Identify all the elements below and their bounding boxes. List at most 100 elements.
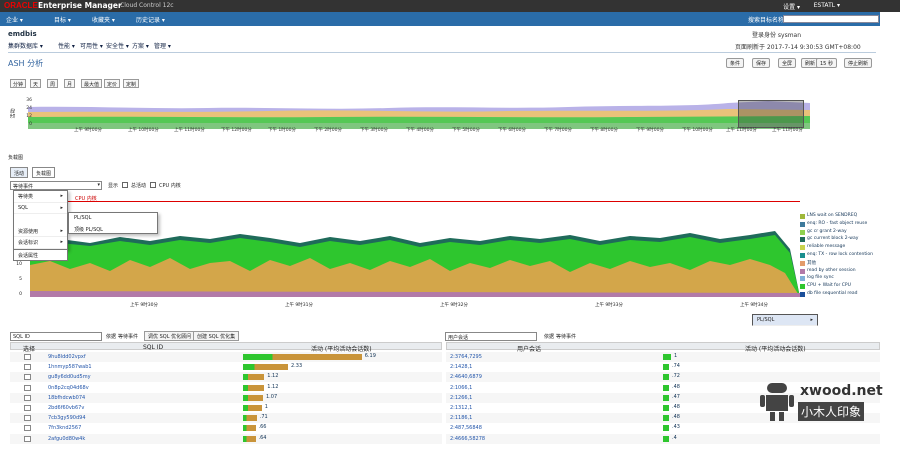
- total-activity-checkbox[interactable]: [122, 182, 128, 188]
- row-checkbox[interactable]: [24, 405, 31, 411]
- legend-item: enq: RO - fast object reuse: [800, 221, 900, 229]
- row-checkbox[interactable]: [24, 384, 31, 391]
- chevron-right-icon: ▸: [60, 227, 63, 234]
- menu-item-resource[interactable]: 资源使用 ▸: [14, 226, 67, 237]
- menu-favorites[interactable]: 收藏夹 ▾: [92, 17, 115, 24]
- ov-xtick: 下午 2时00分: [314, 128, 343, 133]
- menu-security[interactable]: 安全性 ▾: [106, 43, 129, 50]
- sql-id-link[interactable]: 2bd6f60vb67v: [48, 405, 85, 411]
- right-dimension-select[interactable]: 用户会话: [445, 332, 537, 341]
- legend-item: db file sequential read: [800, 291, 900, 299]
- menu-schema[interactable]: 方案 ▾: [132, 43, 149, 50]
- activity-bar: [663, 415, 669, 422]
- menu-targets[interactable]: 目标 ▾: [54, 17, 71, 24]
- legend-swatch: [800, 268, 805, 274]
- menu-item-session-id[interactable]: 会话标识 ▸: [14, 237, 67, 249]
- sql-id-link[interactable]: gu8y6dd0ud5my: [48, 374, 91, 381]
- create-sts-button[interactable]: 创建 SQL 优化集: [193, 331, 240, 341]
- zoom-month[interactable]: 月: [64, 79, 76, 88]
- menu-cluster-db[interactable]: 集群数据库 ▾: [8, 43, 43, 50]
- user-session-link[interactable]: 2:1186,1: [450, 415, 473, 422]
- login-info: 登录身份 sysman: [752, 32, 802, 39]
- legend-swatch: [800, 276, 805, 282]
- search-input[interactable]: [783, 15, 879, 23]
- sql-id-link[interactable]: 0n8p2cq04d68v: [48, 384, 89, 391]
- user-session-link[interactable]: 2:1428,1: [450, 364, 473, 371]
- user-session-link[interactable]: 2:1066,1: [450, 384, 473, 391]
- tune-sql-button[interactable]: 调优 SQL 优化顾问: [144, 331, 196, 341]
- user-session-link[interactable]: 2:487,56848: [450, 425, 482, 432]
- android-robot-icon: [760, 383, 794, 421]
- activity-bar: [663, 354, 671, 360]
- activity-bar: [243, 394, 263, 401]
- total-activity-label: 总活动: [131, 183, 147, 189]
- criteria-button[interactable]: 条件: [726, 58, 745, 68]
- zoom-week[interactable]: 周: [47, 79, 59, 88]
- user-menu[interactable]: ESTATL ▾: [813, 2, 840, 9]
- user-session-link[interactable]: 2:1266,1: [450, 394, 473, 401]
- ov-xtick: 上午 11时00分: [772, 128, 803, 133]
- sql-id-link[interactable]: 18bfhdcwb074: [48, 394, 86, 401]
- ov-ytick: 0: [29, 122, 32, 127]
- activity-bar: [243, 415, 257, 422]
- menu-item-session-attr[interactable]: 会话属性: [13, 250, 68, 261]
- plsql-submenu: PL/SQL 顶级 PL/SQL: [68, 212, 158, 234]
- row-checkbox[interactable]: [24, 364, 31, 371]
- fullscreen-button[interactable]: 全屏: [778, 58, 797, 68]
- user-session-link[interactable]: 2:1312,1: [450, 405, 473, 411]
- zoom-max[interactable]: 最大值: [81, 79, 103, 88]
- row-checkbox[interactable]: [24, 394, 31, 401]
- sql-id-link[interactable]: 9hu8ldd02vpxf: [48, 354, 86, 360]
- loadmap-tab[interactable]: 负载图: [32, 167, 56, 178]
- cpu-cores-label: CPU 内核: [159, 183, 181, 189]
- row-checkbox[interactable]: [24, 374, 31, 381]
- legend-swatch: [800, 237, 805, 243]
- zoom-minute[interactable]: 分钟: [10, 79, 27, 88]
- table-row: gu8y6dd0ud5my 1.12: [10, 372, 442, 383]
- row-checkbox[interactable]: [24, 415, 31, 422]
- menu-history[interactable]: 历史记录 ▾: [136, 17, 165, 24]
- submenu-plsql[interactable]: PL/SQL: [74, 215, 92, 221]
- submenu-top-plsql[interactable]: 顶级 PL/SQL: [74, 227, 103, 233]
- menu-item-plsql[interactable]: PL/SQL ▸: [752, 314, 818, 326]
- menu-enterprise[interactable]: 企业 ▾: [6, 17, 23, 24]
- sql-id-link[interactable]: 2afgu0d80w4k: [48, 435, 86, 442]
- dimension-menu: 等待类 ▸ SQL ▸ PL/SQL ▸ 资源使用 ▸ 会话标识 ▸: [13, 190, 818, 326]
- activity-tab[interactable]: 活动: [10, 167, 29, 178]
- zoom-pricing[interactable]: 定价: [104, 79, 121, 88]
- settings-menu[interactable]: 设置 ▾: [783, 4, 800, 11]
- user-session-link[interactable]: 2:4640,6879: [450, 374, 482, 381]
- legend-label: LNS wait on SENDREQ: [807, 213, 858, 218]
- menu-administration[interactable]: 管理 ▾: [154, 43, 171, 50]
- sql-id-link[interactable]: 1hnmyp587wab1: [48, 364, 92, 371]
- menu-item-sql[interactable]: SQL ▸: [14, 203, 67, 214]
- row-checkbox[interactable]: [24, 354, 31, 360]
- menu-availability[interactable]: 可用性 ▾: [80, 43, 103, 50]
- cpu-line-label: CPU 内核: [75, 196, 97, 202]
- activity-bar: [663, 425, 669, 432]
- row-checkbox[interactable]: [24, 425, 31, 432]
- menu-performance[interactable]: 性能 ▾: [58, 43, 75, 50]
- row-checkbox[interactable]: [24, 435, 31, 442]
- table-row: 7fn3knd2567 .66: [10, 423, 442, 434]
- dimension-select[interactable]: 等待事件 ▾: [10, 181, 102, 190]
- sql-id-link[interactable]: 7cb3gy590d94: [48, 415, 86, 422]
- legend-swatch: [800, 284, 805, 290]
- cpu-cores-checkbox[interactable]: [150, 182, 156, 188]
- user-session-link[interactable]: 2:4666,58278: [450, 435, 486, 442]
- ash-xtick: 上午 9时31分: [285, 303, 314, 308]
- sql-id-link[interactable]: 7fn3knd2567: [48, 425, 82, 432]
- user-session-link[interactable]: 2:3764,7295: [450, 354, 482, 360]
- left-dimension-select[interactable]: SQL ID: [10, 332, 102, 341]
- save-button[interactable]: 保存: [752, 58, 771, 68]
- interval-select[interactable]: 15 秒: [816, 58, 837, 68]
- menu-item-wait-class[interactable]: 等待类 ▸: [14, 191, 67, 203]
- zoom-day[interactable]: 天: [30, 79, 42, 88]
- left-table-header: 选择 SQL ID 活动 (平均活动会话数): [10, 342, 442, 353]
- zoom-custom[interactable]: 定制: [123, 79, 140, 88]
- stop-refresh-button[interactable]: 停止刷新: [844, 58, 873, 68]
- chevron-down-icon: ▾: [97, 182, 100, 188]
- table-row: 2:1312,1 .48: [446, 403, 880, 413]
- time-window-selector[interactable]: [738, 100, 804, 128]
- target-name[interactable]: emdbis: [8, 30, 37, 38]
